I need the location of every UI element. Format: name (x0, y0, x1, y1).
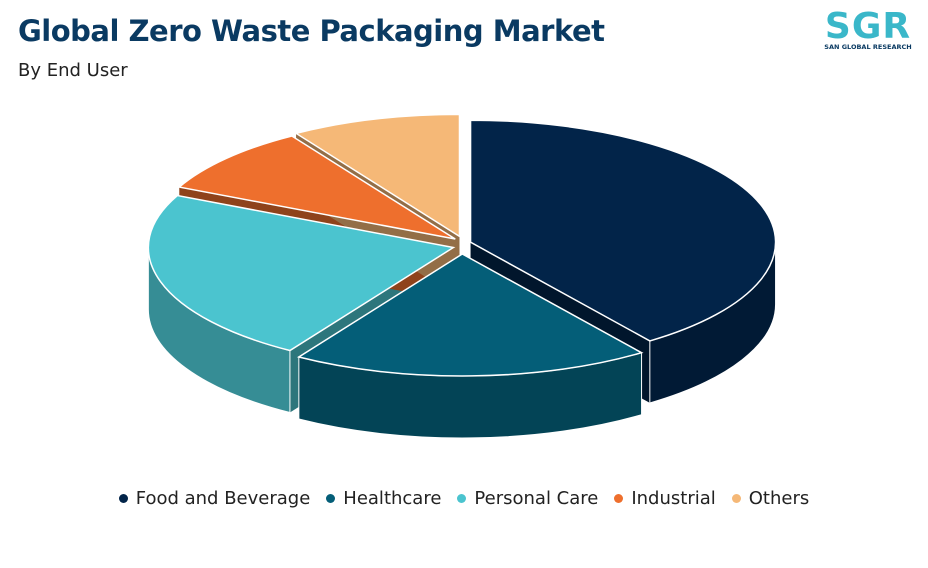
legend-item: Healthcare (326, 488, 441, 509)
slice-tops (147, 113, 777, 377)
legend-label: Industrial (631, 488, 716, 509)
legend-label: Food and Beverage (135, 488, 311, 509)
legend-label: Others (748, 488, 810, 509)
slice (147, 194, 456, 352)
chart (147, 113, 777, 439)
logo: SGR SAN GLOBAL RESEARCH (818, 6, 918, 51)
logo-name: SAN GLOBAL RESEARCH (824, 43, 912, 51)
legend-item: Food and Beverage (118, 488, 311, 509)
legend-item: Others (731, 488, 810, 509)
slice (296, 253, 644, 377)
slice (469, 119, 777, 342)
legend-label: Personal Care (474, 488, 599, 509)
legend-label: Healthcare (343, 488, 442, 509)
legend-swatch (614, 494, 624, 503)
logo-mark: SGR (824, 6, 912, 47)
legend-swatch (326, 494, 336, 503)
legend-item: Personal Care (457, 488, 598, 509)
legend: Food and Beverage Healthcare Personal Care… (0, 488, 928, 509)
chart-title: Global Zero Waste Packaging Market (18, 14, 605, 48)
slice (294, 113, 461, 238)
legend-swatch (731, 494, 741, 503)
legend-item: Industrial (614, 488, 716, 509)
legend-swatch (118, 494, 128, 503)
legend-swatch (457, 494, 467, 503)
slice (177, 135, 456, 240)
chart-subtitle: By End User (18, 60, 128, 81)
